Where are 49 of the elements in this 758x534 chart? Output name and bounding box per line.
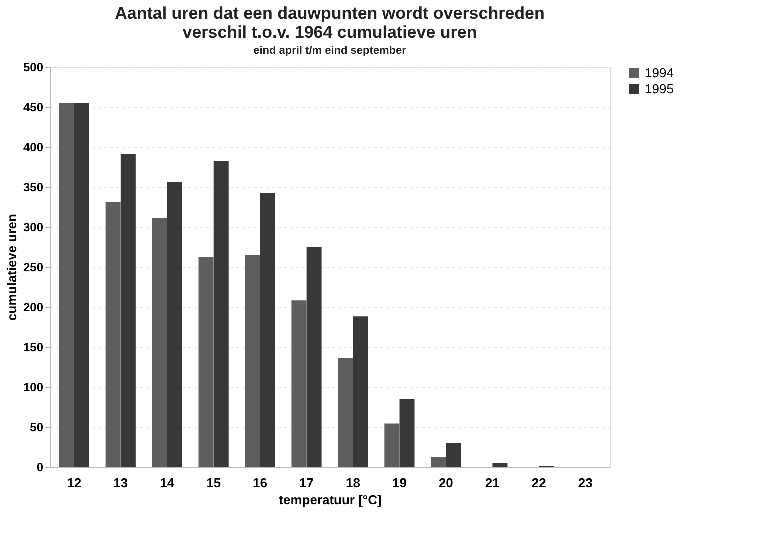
x-axis-title: temperatuur [°C]: [279, 492, 382, 508]
bar: [59, 103, 74, 467]
bar: [74, 103, 90, 467]
y-tick-label: 150: [23, 340, 44, 354]
y-tick-label: 500: [23, 60, 44, 74]
bar: [260, 193, 276, 467]
y-tick-label: 300: [23, 220, 44, 234]
x-tick-label: 20: [438, 476, 454, 490]
bar: [338, 358, 354, 467]
x-tick-label: 18: [346, 476, 360, 490]
text: verschil t.o.v. 1964 cumulatieve uren: [182, 23, 478, 42]
x-tick-label: 12: [67, 476, 82, 490]
x-tick-label: 15: [206, 476, 222, 490]
y-tick-label: 350: [23, 180, 44, 194]
bar: [106, 202, 121, 467]
y-tick-label: 200: [23, 300, 44, 314]
bar: [446, 443, 462, 467]
bar: [292, 300, 307, 467]
text: Aantal uren dat een dauwpunten wordt overschreden: [115, 4, 545, 23]
legend-label: 1994: [645, 66, 674, 80]
y-axis-title: cumulatieve uren: [4, 214, 20, 321]
x-tick-label: 13: [114, 476, 128, 490]
y-tick-label: 50: [30, 420, 44, 434]
bar: [492, 463, 508, 467]
bar: [384, 424, 400, 467]
y-tick-label: 0: [36, 460, 44, 474]
bar: [167, 182, 182, 467]
x-tick-label: 22: [532, 476, 546, 490]
y-tick-label: 400: [23, 140, 44, 154]
x-tick-label: 17: [300, 476, 314, 490]
bar: [431, 457, 446, 467]
x-tick-label: 16: [253, 476, 268, 490]
bar: [306, 247, 322, 467]
bar: [198, 257, 214, 467]
legend-label: 1995: [645, 82, 674, 96]
y-tick-label: 450: [23, 100, 44, 114]
bar: [214, 161, 229, 467]
bar: [120, 154, 136, 467]
chart-subtitle: eind april t/m eind september: [254, 45, 408, 57]
y-tick-label: 250: [23, 260, 44, 274]
bar: [353, 316, 368, 467]
x-tick-label: 21: [485, 476, 500, 490]
bar: [400, 399, 415, 467]
y-tick-label: 100: [23, 380, 44, 394]
x-tick-label: 14: [160, 476, 176, 490]
bar: [245, 255, 260, 467]
x-tick-label: 19: [392, 476, 407, 490]
x-tick-label: 23: [578, 476, 593, 490]
bar: [152, 218, 168, 467]
